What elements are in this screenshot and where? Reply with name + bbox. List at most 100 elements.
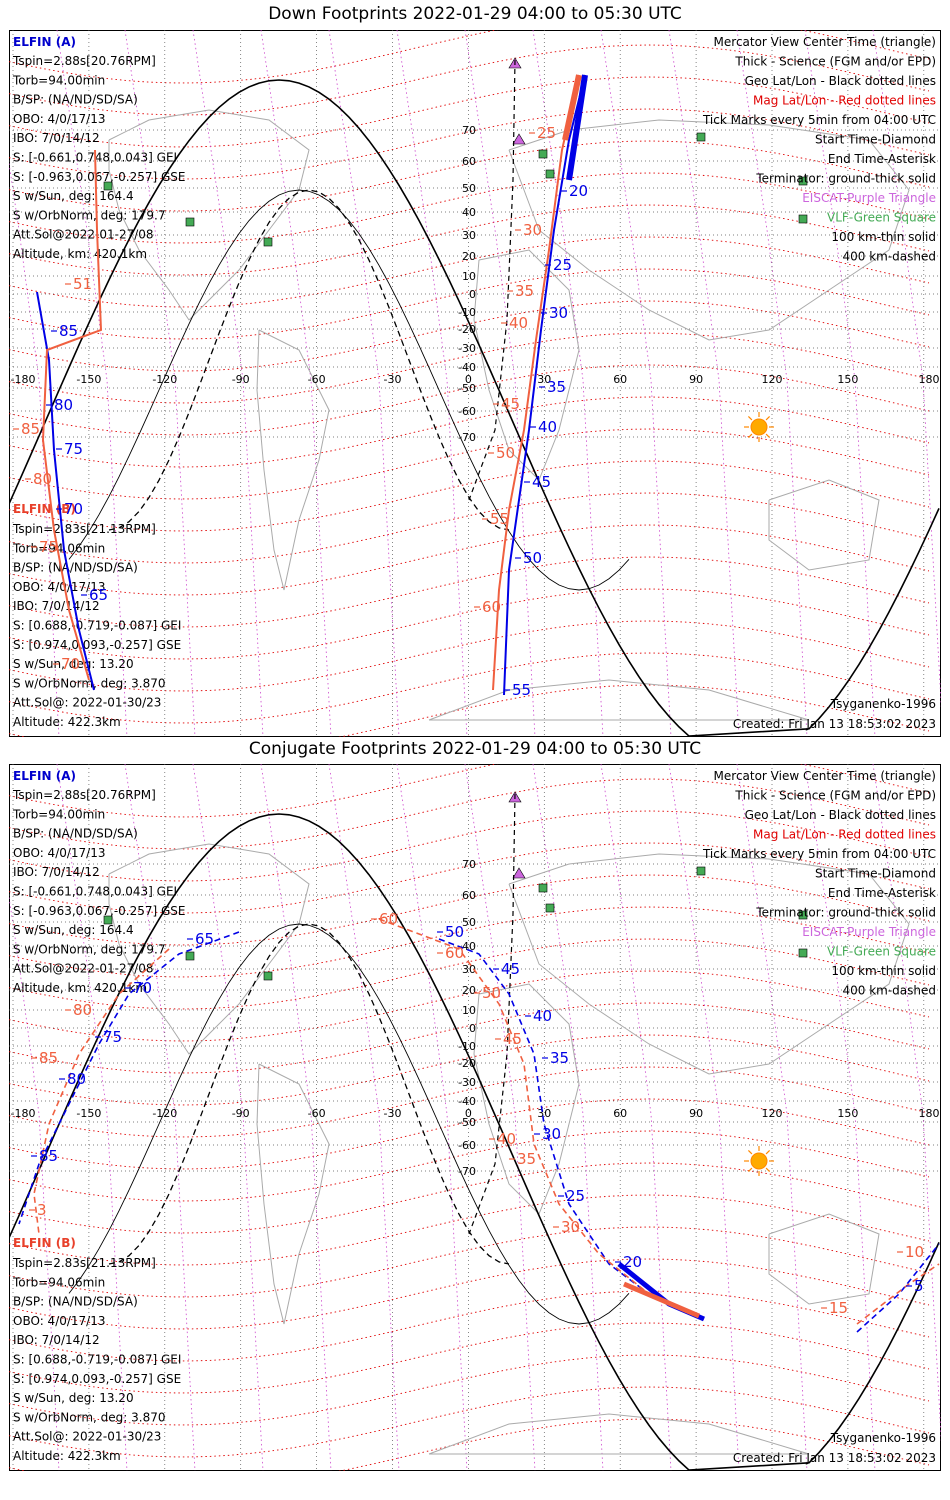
satellite-info: ELFIN (A) Tspin=2.88s[20.76RPM] Torb=94.00… (12, 769, 186, 1463)
lon-tick-label: -30 (384, 1107, 402, 1120)
lon-tick-label: 30 (537, 1107, 551, 1120)
track-tick-label: 50 (523, 549, 542, 567)
continent-outline (473, 983, 580, 1215)
mag-lat-line (9, 396, 930, 468)
mag-lat-line (9, 556, 930, 628)
elfin-a-line: S: [-0.963,0.067,-0.257] GSE (13, 170, 186, 184)
elfin-a-line: Torb=94.00min (12, 73, 105, 87)
legend-entry: Tick Marks every 5min from 04:00 UTC (702, 113, 936, 127)
lat-tick-label: -30 (458, 342, 476, 355)
track-tick-label: 35 (550, 1049, 569, 1067)
track-tick-label: 20 (623, 1253, 642, 1271)
elfin-a-line: S w/OrbNorm, deg: 179.7 (13, 208, 165, 222)
elfin-b-line: S: [0.688,-0.719,-0.087] GEI (13, 1353, 181, 1367)
track-tick-label: 50 (496, 444, 515, 462)
created-timestamp: Created: Fri Jan 13 18:53:02 2023 (733, 717, 936, 731)
elfin-b-line: Torb=94.06min (12, 541, 105, 555)
track-tick-label: 30 (542, 1125, 561, 1143)
terminator-ground (9, 79, 940, 737)
track-tick-label: 45 (501, 395, 520, 413)
track-tick-label: 15 (829, 1299, 848, 1317)
mag-lat-line (9, 1386, 930, 1458)
elfin-a-line: B/SP: (NA/ND/SD/SA) (13, 93, 138, 107)
continent-outline (256, 329, 330, 591)
mag-lon-line (192, 764, 264, 1471)
track-tick-label: 25 (566, 1187, 585, 1205)
mag-lat-line (9, 1418, 930, 1471)
lat-tick-label: -40 (458, 361, 476, 374)
lat-tick-label: 20 (462, 984, 476, 997)
continent-outline (768, 479, 880, 571)
mag-lat-line (9, 842, 930, 914)
track-tick-label: 3 (37, 1201, 47, 1219)
lat-tick-label: 50 (462, 182, 476, 195)
mag-lat-line (9, 1258, 930, 1330)
lat-tick-label: -40 (458, 1095, 476, 1108)
conjugate-footprints-map: -180 -150 -120 -90 -60 -30 0 30 60 90 120 150 180706… (9, 764, 941, 1471)
mag-lon-line (192, 30, 264, 737)
track-tick-label: 85 (39, 1049, 58, 1067)
mag-lon-line (872, 764, 941, 1443)
satellite-info: ELFIN (A) Tspin=2.88s[20.76RPM] Torb=94.00… (12, 35, 186, 729)
mag-lat-line (9, 364, 930, 436)
lon-tick-label: 120 (762, 1107, 783, 1120)
sun-ray (765, 1167, 771, 1173)
continent-outline (768, 1213, 880, 1305)
lon-tick-label: -60 (308, 373, 326, 386)
legend-entry: Terminator: ground-thick solid (755, 172, 936, 186)
lon-tick-label: 150 (837, 373, 858, 386)
track-tick-label: 70 (64, 500, 83, 518)
track-tick-label: 85 (39, 1147, 58, 1165)
mag-lon-line (124, 30, 196, 737)
continent-outline (428, 1413, 810, 1455)
legend-entry: Start Time-Diamond (815, 867, 936, 881)
track-tick-label: 65 (195, 930, 214, 948)
model-name: Tsyganenko-1996 (830, 697, 936, 711)
elfin-b-line: OBO: 4/0/17/13 (13, 1314, 106, 1328)
elfin-b-down-track (492, 74, 580, 691)
mag-grid (9, 764, 941, 1471)
mag-lat-line (9, 684, 930, 737)
mag-lat-line (9, 1002, 930, 1074)
elfin-b-line: Tspin=2.83s[21.13RPM] (12, 1256, 156, 1270)
mag-lon-line (396, 764, 468, 1471)
track-tick-label: 50 (482, 984, 501, 1002)
elfin-b-science-segment (623, 1281, 700, 1319)
markers (103, 57, 808, 442)
mag-lon-line (396, 30, 468, 737)
track-tick-label: 75 (103, 1028, 122, 1046)
track-tick-label: 25 (537, 124, 556, 142)
track-tick-label: 70 (133, 979, 152, 997)
panel-title-down: Down Footprints 2022-01-29 04:00 to 05:3… (268, 4, 682, 24)
lat-tick-label: -70 (458, 1165, 476, 1178)
elfin-b-line: OBO: 4/0/17/13 (13, 580, 106, 594)
track-tick-label: 80 (73, 1001, 92, 1019)
axis-labels: -180 -150 -120 -90 -60 -30 0 30 60 90 120 150 180706… (11, 858, 940, 1178)
mag-lon-line (56, 764, 128, 1471)
vlf-station-marker (103, 181, 113, 191)
elfin-b-line: S: [0.974,0.093,-0.257] GSE (13, 638, 181, 652)
continent-outline (428, 679, 810, 721)
track-tick-label: 35 (515, 282, 534, 300)
lon-tick-label: 90 (689, 373, 703, 386)
elfin-b-conj-track-east (856, 1263, 940, 1325)
sun-ray (765, 1149, 771, 1155)
lon-tick-label: 180 (919, 1107, 940, 1120)
eiscat-marker (512, 133, 526, 145)
legend-entry: Terminator: ground-thick solid (755, 906, 936, 920)
sun-ray (747, 1167, 753, 1173)
terminators (9, 79, 940, 737)
elfin-a-name: ELFIN (A) (13, 35, 76, 49)
legend-entry: 400 km-dashed (842, 250, 936, 264)
elfin-a-down-track-west (36, 291, 95, 691)
lat-tick-label: 10 (462, 1004, 476, 1017)
mag-lon-line (872, 30, 941, 709)
mag-lat-line (9, 172, 930, 244)
lat-tick-label: 70 (462, 858, 476, 871)
mag-lat-line (9, 1194, 930, 1266)
vlf-station-marker (798, 910, 808, 920)
lon-tick-label: -90 (232, 373, 250, 386)
sun-ray (765, 433, 771, 439)
track-tick-label: 25 (553, 256, 572, 274)
legend: Mercator View Center Time (triangle) Thic… (702, 35, 936, 731)
